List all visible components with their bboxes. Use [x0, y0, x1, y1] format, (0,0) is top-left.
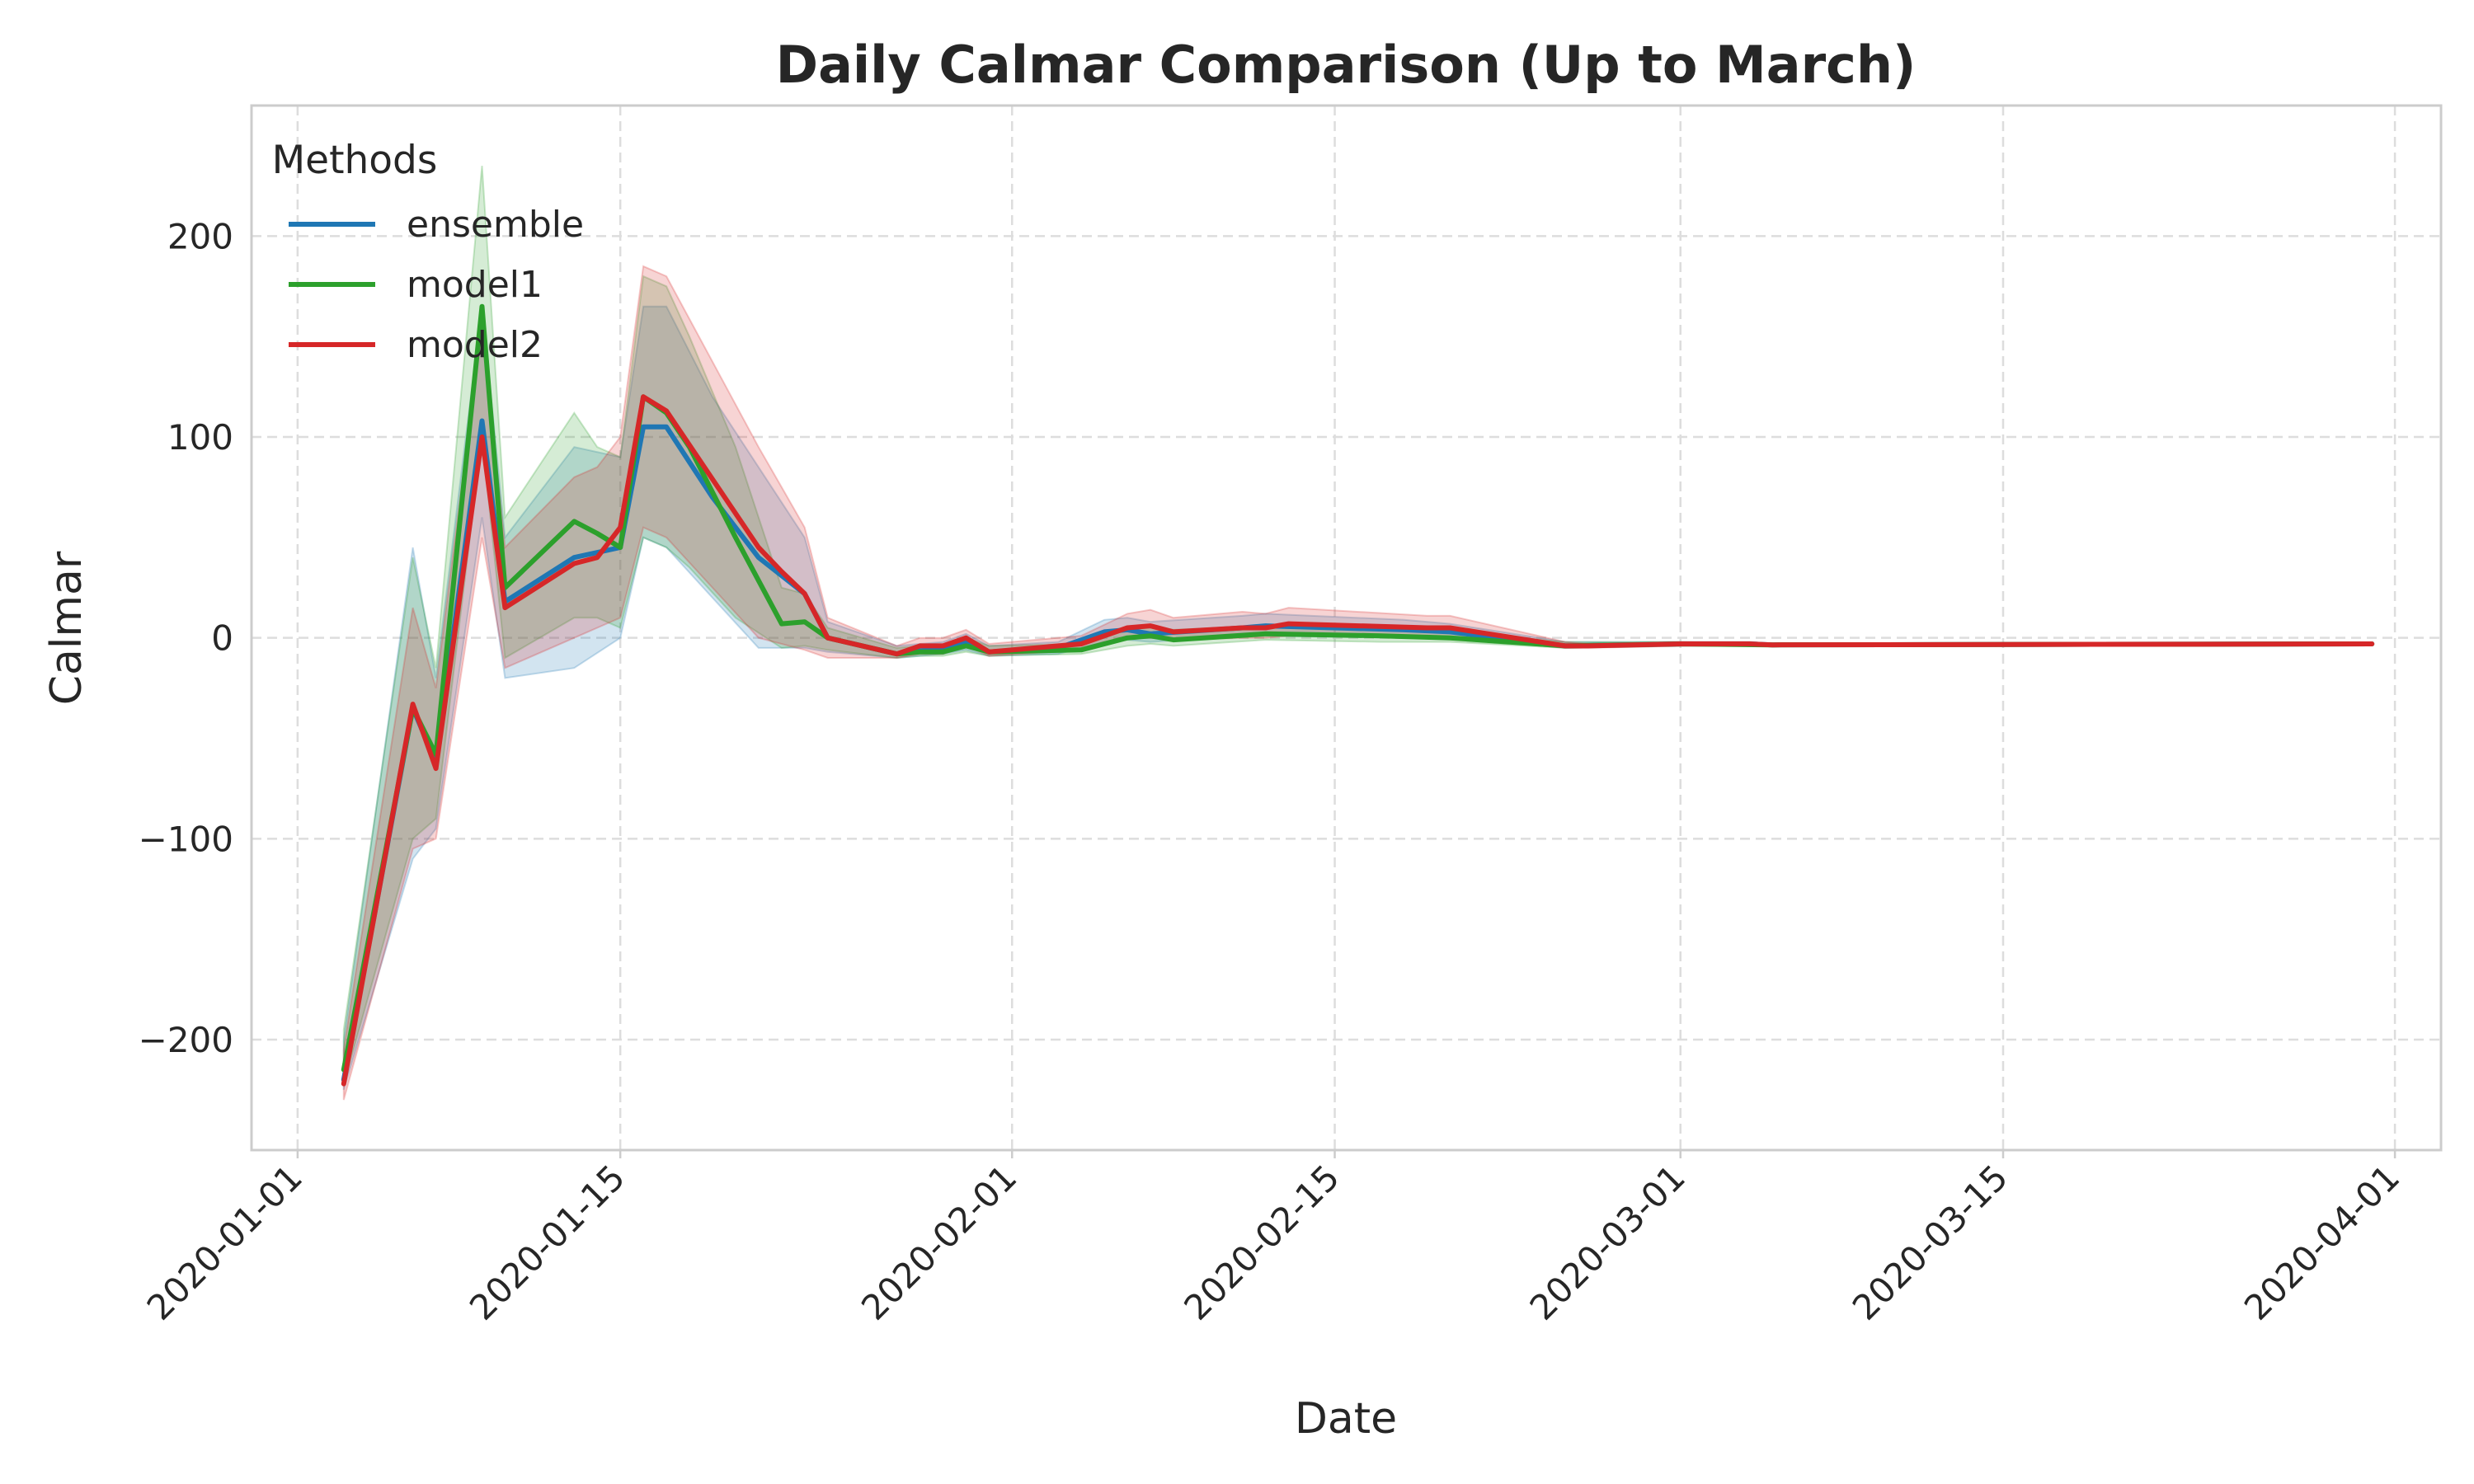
legend-label-ensemble: ensemble	[407, 204, 584, 246]
chart-title: Daily Calmar Comparison (Up to March)	[776, 35, 1917, 95]
gridlines	[252, 106, 2441, 1150]
series-lines	[341, 303, 2375, 1087]
y-tick-label: 100	[167, 417, 233, 458]
legend: Methods ensemble model1 model2	[272, 138, 584, 366]
legend-label-model1: model1	[407, 264, 543, 306]
line-ensemble	[341, 418, 2375, 1082]
line-model2	[341, 394, 2375, 1087]
y-tick-label: −100	[139, 819, 233, 859]
legend-title: Methods	[272, 138, 438, 183]
plot-frame	[250, 104, 2443, 1152]
y-axis-label: Calmar	[42, 551, 92, 705]
legend-label-model2: model2	[407, 324, 543, 366]
y-axis-ticks: −200 −100 0 100 200	[139, 216, 233, 1060]
x-axis-label: Date	[1295, 1394, 1397, 1444]
y-tick-label: −200	[139, 1020, 233, 1060]
y-tick-label: 0	[211, 618, 233, 659]
y-tick-label: 200	[167, 216, 233, 256]
